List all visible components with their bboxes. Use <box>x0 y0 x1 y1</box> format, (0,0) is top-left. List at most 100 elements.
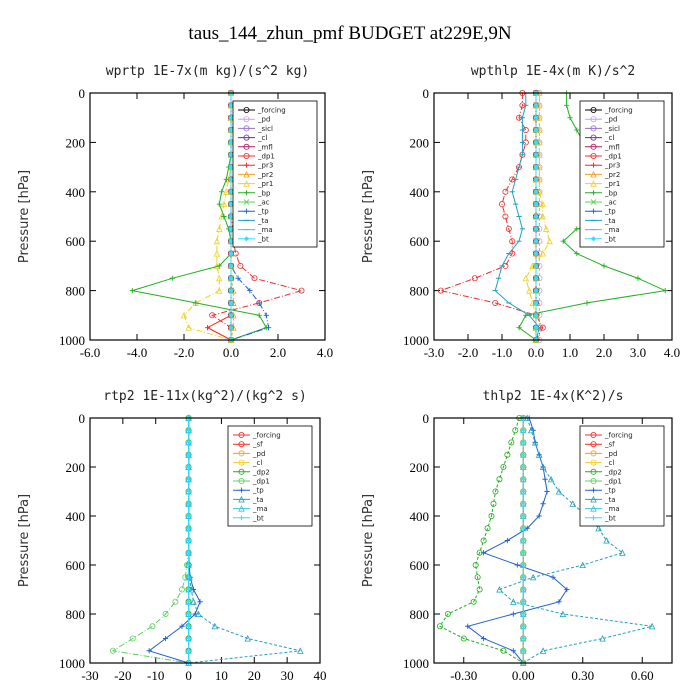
legend-marker <box>238 459 245 466</box>
plot-frame <box>433 92 673 341</box>
data-point <box>648 622 656 630</box>
data-point <box>178 586 185 593</box>
data-point <box>185 611 192 617</box>
data-point <box>550 574 556 580</box>
legend-label: _ta <box>604 217 616 225</box>
data-point <box>533 201 539 207</box>
data-point <box>185 452 192 458</box>
data-point <box>190 598 197 605</box>
data-point <box>533 275 539 281</box>
data-point <box>437 287 444 294</box>
x-tick-label: 1.0 <box>562 345 578 360</box>
y-tick-label: 800 <box>66 607 86 622</box>
data-point <box>567 115 573 121</box>
data-point <box>520 476 526 482</box>
legend-marker <box>243 162 250 168</box>
data-point <box>185 513 192 519</box>
legend-label: _mfl <box>604 143 620 151</box>
data-point <box>505 225 512 232</box>
data-point <box>185 562 192 568</box>
data-point <box>256 300 262 306</box>
data-point <box>520 513 526 519</box>
data-point <box>535 451 543 458</box>
data-point <box>185 464 192 470</box>
data-point <box>492 488 499 495</box>
data-point <box>223 188 230 195</box>
legend-marker <box>238 468 245 475</box>
legend-label: _cl <box>252 459 262 467</box>
plot-frame <box>89 417 321 664</box>
legend-label: _cl <box>604 459 614 467</box>
y-tick-label: 400 <box>66 185 86 200</box>
data-point <box>574 226 580 232</box>
legend-label: _pr1 <box>257 180 273 188</box>
panel-title: wprtp 1E-7x(m kg)/(s^2 kg) <box>106 64 310 79</box>
data-point <box>185 537 192 544</box>
data-point <box>510 611 516 617</box>
data-point <box>465 623 471 629</box>
legend-label: _sicl <box>257 125 273 133</box>
legend-marker <box>238 441 245 448</box>
data-point <box>533 189 539 195</box>
data-point <box>520 464 526 470</box>
data-point <box>237 262 244 269</box>
legend-label: _dp1 <box>604 153 622 161</box>
legend-label: _sf <box>252 441 263 449</box>
y-tick-label: 400 <box>410 185 430 200</box>
legend-label: _bp <box>604 189 618 197</box>
y-tick-label: 0 <box>423 86 430 101</box>
y-tick-label: 0 <box>423 411 430 426</box>
data-point <box>129 635 136 642</box>
x-tick-label: -2.0 <box>174 345 195 360</box>
legend-label: _forcing <box>604 107 633 115</box>
data-point <box>533 115 539 121</box>
data-point <box>539 213 547 220</box>
data-point <box>266 325 272 331</box>
data-point <box>569 500 577 507</box>
legend-marker <box>590 107 597 114</box>
data-point <box>213 237 221 245</box>
legend-label: _bt <box>604 514 616 522</box>
data-point <box>510 648 516 654</box>
data-point <box>547 475 555 483</box>
legend-marker <box>590 116 597 123</box>
legend: _forcing_pd_sicl_cl_mfl_dp1_pr3_pr2_pr1_… <box>579 100 665 248</box>
y-tick-label: 0 <box>79 411 86 426</box>
series-tp <box>146 415 203 666</box>
legend-label: _ta <box>252 496 264 504</box>
data-point <box>533 226 539 232</box>
y-axis-label: Pressure [hPa] <box>17 494 32 587</box>
data-point <box>539 200 547 208</box>
data-point <box>539 463 547 470</box>
series-bt <box>533 90 539 343</box>
y-axis-label: Pressure [hPa] <box>17 170 32 263</box>
data-point <box>584 300 590 306</box>
series-line <box>206 93 232 341</box>
legend-label: _pd <box>257 116 270 124</box>
data-point <box>490 500 497 507</box>
legend-marker <box>243 143 250 150</box>
y-tick-label: 400 <box>66 509 86 524</box>
plot-frame <box>89 92 326 341</box>
y-tick-label: 400 <box>410 509 430 524</box>
data-point <box>185 599 192 605</box>
x-tick-label: 30 <box>281 668 294 683</box>
legend-label: _forcing <box>257 107 286 115</box>
data-point <box>539 250 547 257</box>
data-point <box>228 152 234 158</box>
data-point <box>216 274 223 282</box>
x-tick-label: -20 <box>114 668 131 683</box>
data-point <box>185 488 192 495</box>
data-point <box>509 238 516 245</box>
data-point <box>536 513 542 519</box>
legend-label: _forcing <box>252 432 281 440</box>
legend-marker <box>243 190 250 196</box>
data-point <box>510 598 517 605</box>
data-point <box>514 562 520 568</box>
data-point <box>504 451 511 458</box>
data-point <box>533 127 539 133</box>
data-point <box>247 288 253 294</box>
legend-label: _bp <box>257 189 271 197</box>
data-point <box>470 598 477 605</box>
y-tick-label: 1000 <box>59 656 85 671</box>
